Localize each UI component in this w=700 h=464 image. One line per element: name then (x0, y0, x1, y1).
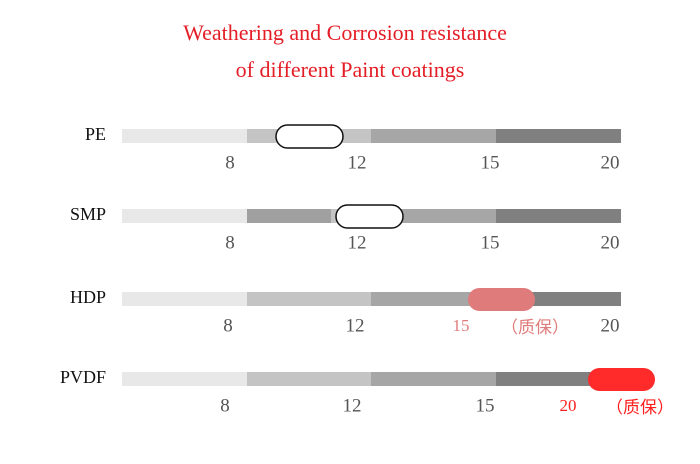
bar-segment (247, 372, 371, 386)
coating-name: HDP (70, 287, 106, 307)
tick-label: 8 (220, 395, 230, 416)
range-pill (335, 204, 404, 229)
tick-label: 20 (560, 396, 577, 415)
bar-segment (371, 292, 496, 306)
range-pill (275, 124, 344, 149)
bar-segment (247, 209, 331, 223)
bar-segment (122, 292, 247, 306)
bar-segment (496, 209, 621, 223)
title-line: Weathering and Corrosion resistance (183, 20, 507, 45)
bar-segment (122, 129, 247, 143)
tick-label: 8 (225, 232, 235, 253)
coating-name: PVDF (60, 367, 106, 387)
tick-label: 12 (346, 315, 365, 336)
tick-label: 12 (348, 152, 367, 173)
title-line: of different Paint coatings (236, 57, 465, 82)
tick-label: 8 (223, 315, 233, 336)
tick-label: 15 (481, 152, 500, 173)
bar-segment (496, 129, 621, 143)
coating-name: PE (85, 124, 106, 144)
bar-segment (122, 209, 247, 223)
warranty-note: （质保） (501, 318, 569, 337)
tick-label: 15 (481, 232, 500, 253)
range-pill (468, 288, 535, 311)
tick-label: 8 (225, 152, 235, 173)
warranty-note: （质保） (606, 398, 674, 417)
range-pill (588, 368, 655, 391)
tick-label: 20 (601, 315, 620, 336)
bar-segment (371, 129, 496, 143)
bar-segment (247, 292, 371, 306)
tick-label: 15 (476, 395, 495, 416)
bar-segment (371, 372, 496, 386)
tick-label: 20 (601, 152, 620, 173)
tick-label: 20 (601, 232, 620, 253)
coating-name: SMP (70, 204, 106, 224)
tick-label: 15 (453, 316, 470, 335)
tick-label: 12 (343, 395, 362, 416)
tick-label: 12 (348, 232, 367, 253)
bar-segment (122, 372, 247, 386)
